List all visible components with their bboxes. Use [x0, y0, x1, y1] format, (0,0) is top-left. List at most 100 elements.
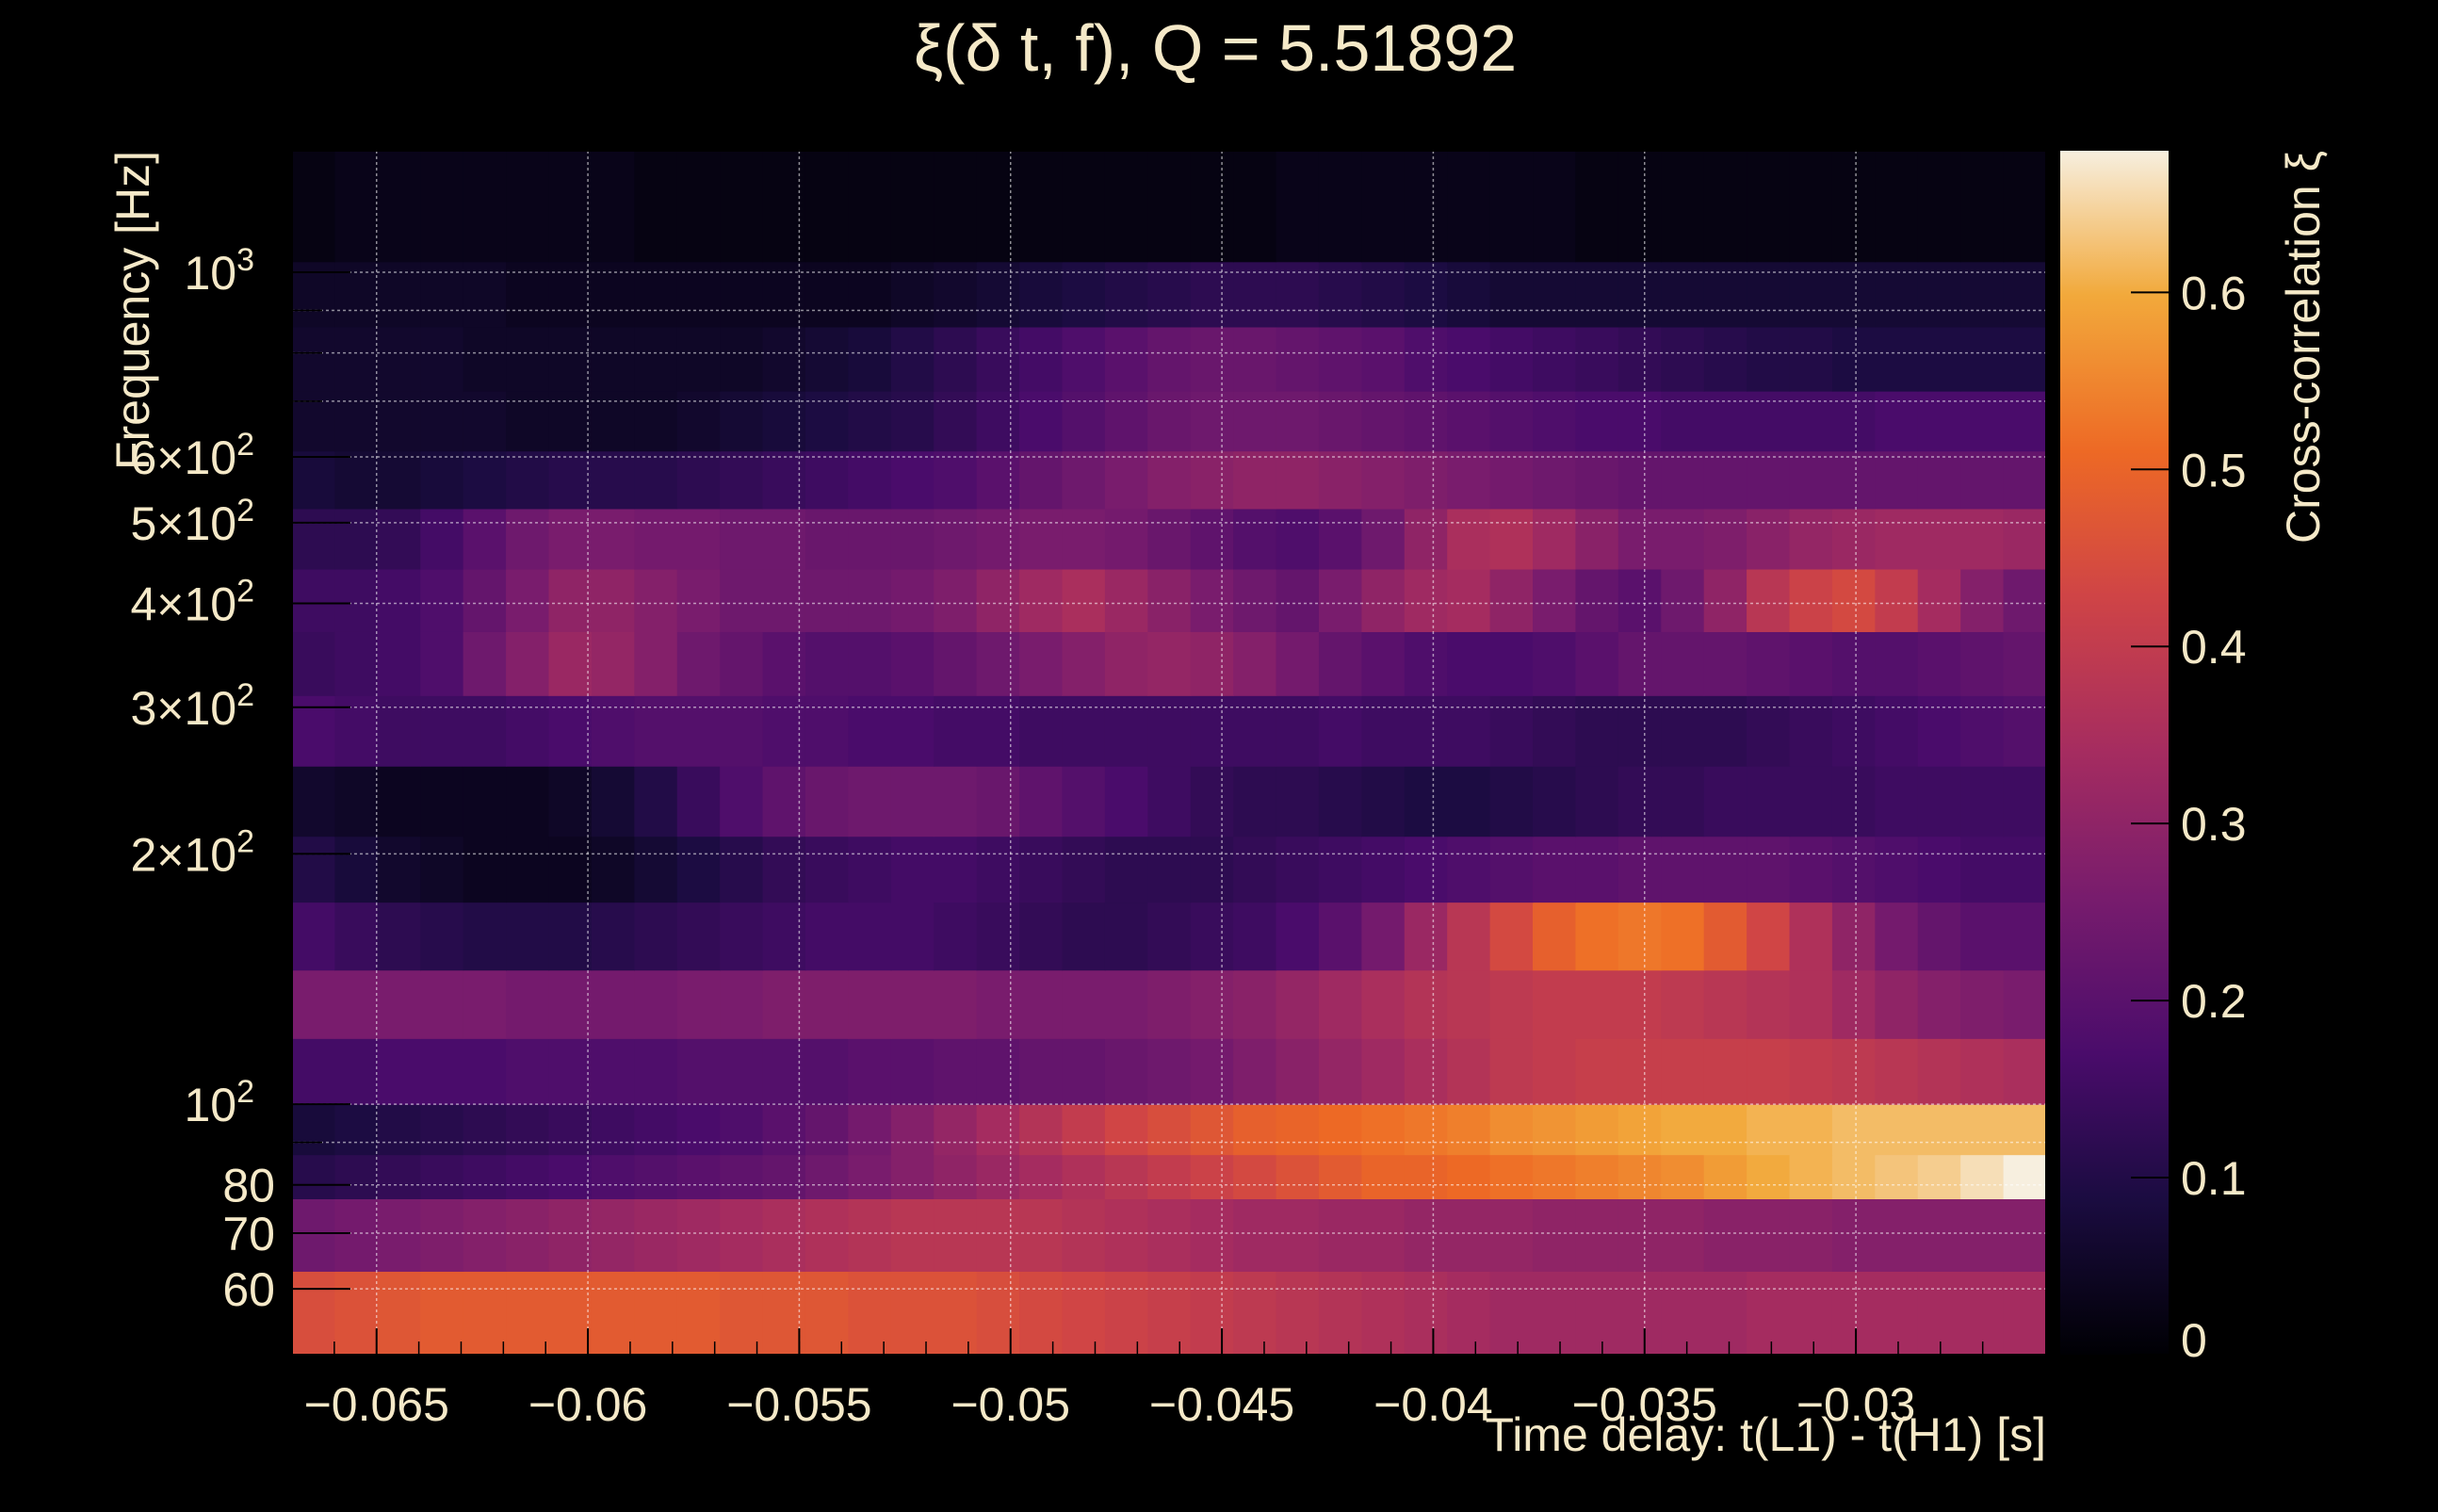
- heatmap-cell: [1019, 1198, 1064, 1272]
- heatmap-cell: [1831, 1198, 1876, 1272]
- heatmap-cell: [1447, 1104, 1491, 1156]
- heatmap-cell: [1875, 766, 1919, 837]
- heatmap-cell: [1617, 1198, 1662, 1272]
- heatmap-cell: [1575, 326, 1619, 392]
- heatmap-cell: [591, 508, 635, 570]
- heatmap-cell: [1361, 695, 1406, 767]
- heatmap-cell: [805, 969, 849, 1039]
- heatmap-cell: [548, 1038, 593, 1105]
- heatmap-cell: [1789, 695, 1833, 767]
- heatmap-cell: [1276, 261, 1320, 328]
- heatmap-cell: [1104, 568, 1148, 632]
- heatmap-cell: [1404, 450, 1448, 510]
- heatmap-cell: [2003, 766, 2047, 837]
- heatmap-cell: [1404, 568, 1448, 632]
- heatmap-cell: [1960, 568, 2005, 632]
- heatmap-cell: [506, 261, 550, 328]
- heatmap-cell: [506, 902, 550, 971]
- heatmap-cell: [591, 902, 635, 971]
- heatmap-cell: [1917, 326, 1961, 392]
- heatmap-cell: [1104, 151, 1148, 263]
- heatmap-cell: [1575, 1104, 1619, 1156]
- heatmap-cell: [1361, 1271, 1406, 1356]
- heatmap-cell: [890, 568, 935, 632]
- colorbar-label: Cross-correlation ξ: [2277, 151, 2330, 544]
- heatmap-cell: [1875, 631, 1919, 696]
- heatmap-cell: [463, 568, 507, 632]
- heatmap-cell: [1062, 695, 1106, 767]
- heatmap-cell: [1703, 568, 1747, 632]
- heatmap-cell: [2003, 1198, 2047, 1272]
- heatmap-cell: [1575, 151, 1619, 263]
- heatmap-cell: [1019, 1038, 1064, 1105]
- heatmap-cell: [1404, 508, 1448, 570]
- heatmap-cell: [591, 969, 635, 1039]
- heatmap-cell: [1104, 969, 1148, 1039]
- heatmap-cell: [1233, 326, 1277, 392]
- heatmap-cell: [292, 326, 336, 392]
- heatmap-cell: [1575, 836, 1619, 903]
- heatmap-cell: [2003, 151, 2047, 263]
- heatmap-cell: [676, 1198, 721, 1272]
- heatmap-cell: [292, 631, 336, 696]
- heatmap-cell: [1147, 261, 1192, 328]
- heatmap-cell: [1489, 836, 1534, 903]
- heatmap-cell: [1960, 1198, 2005, 1272]
- heatmap-cell: [848, 261, 892, 328]
- heatmap-cell: [976, 631, 1020, 696]
- heatmap-cell: [1190, 631, 1234, 696]
- heatmap-cell: [1361, 391, 1406, 452]
- heatmap-cell: [548, 766, 593, 837]
- heatmap-cell: [1104, 1271, 1148, 1356]
- heatmap-cell: [1062, 631, 1106, 696]
- heatmap-cell: [1917, 631, 1961, 696]
- heatmap-cell: [934, 151, 978, 263]
- heatmap-cell: [548, 695, 593, 767]
- heatmap-cell: [1575, 261, 1619, 328]
- heatmap-cell: [1875, 508, 1919, 570]
- heatmap-cell: [1533, 450, 1577, 510]
- heatmap-cell: [976, 1038, 1020, 1105]
- heatmap-cell: [1404, 1104, 1448, 1156]
- heatmap-cell: [1104, 1104, 1148, 1156]
- heatmap-cell: [1575, 1271, 1619, 1356]
- heatmap-cell: [591, 766, 635, 837]
- heatmap-cell: [292, 836, 336, 903]
- heatmap-cell: [1404, 326, 1448, 392]
- heatmap-cell: [934, 1154, 978, 1199]
- heatmap-cell: [1917, 261, 1961, 328]
- heatmap-cell: [1960, 450, 2005, 510]
- heatmap-cell: [1875, 391, 1919, 452]
- heatmap-cell: [890, 450, 935, 510]
- heatmap-cell: [506, 836, 550, 903]
- heatmap-cell: [1190, 766, 1234, 837]
- heatmap-cell: [976, 902, 1020, 971]
- heatmap-cell: [976, 450, 1020, 510]
- heatmap-cell: [1661, 902, 1705, 971]
- y-tick-label: 2×102: [130, 823, 254, 881]
- heatmap-cell: [1875, 1104, 1919, 1156]
- heatmap-cell: [1789, 568, 1833, 632]
- heatmap-cell: [634, 568, 678, 632]
- heatmap-cell: [377, 836, 421, 903]
- heatmap-cell: [463, 326, 507, 392]
- heatmap-cell: [1703, 1154, 1747, 1199]
- heatmap-cell: [1361, 1198, 1406, 1272]
- heatmap-cell: [1789, 1104, 1833, 1156]
- heatmap-cell: [1318, 151, 1362, 263]
- colorbar-tick-label: 0.5: [2181, 444, 2247, 496]
- heatmap-cell: [1233, 1154, 1277, 1199]
- heatmap-cell: [334, 568, 379, 632]
- heatmap-cell: [1361, 261, 1406, 328]
- colorbar-tick-label: 0.3: [2181, 798, 2247, 851]
- heatmap-cell: [334, 1038, 379, 1105]
- heatmap-cell: [976, 766, 1020, 837]
- heatmap-cell: [1617, 151, 1662, 263]
- heatmap-cell: [506, 568, 550, 632]
- heatmap-cell: [1747, 836, 1791, 903]
- heatmap-cell: [1233, 766, 1277, 837]
- heatmap-cell: [548, 836, 593, 903]
- heatmap-cell: [1104, 1038, 1148, 1105]
- heatmap-cell: [762, 151, 806, 263]
- heatmap-cell: [1489, 1038, 1534, 1105]
